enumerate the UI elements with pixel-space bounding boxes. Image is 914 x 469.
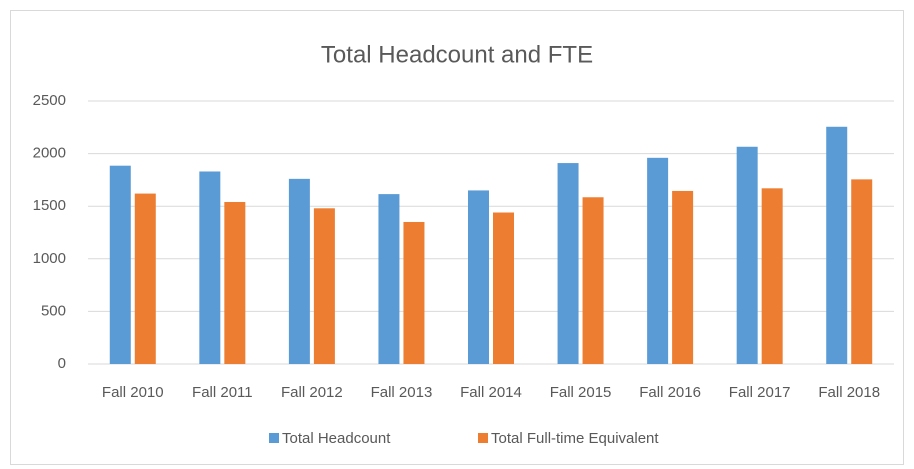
x-tick-label: Fall 2018 — [818, 384, 880, 401]
bar — [736, 146, 758, 364]
bar — [582, 197, 604, 364]
x-tick-label: Fall 2017 — [729, 384, 791, 401]
bar — [761, 188, 783, 364]
legend-label: Total Headcount — [282, 430, 391, 447]
legend-swatch — [269, 433, 279, 443]
legend-label: Total Full-time Equivalent — [491, 430, 659, 447]
legend-swatch — [478, 433, 488, 443]
bar — [288, 178, 310, 364]
x-tick-label: Fall 2015 — [550, 384, 612, 401]
bar — [313, 208, 335, 364]
x-tick-label: Fall 2014 — [460, 384, 522, 401]
bar — [378, 194, 400, 364]
bar — [199, 171, 221, 364]
chart-title: Total Headcount and FTE — [321, 41, 593, 68]
y-tick-label: 2000 — [33, 145, 66, 162]
bar — [493, 212, 514, 364]
y-tick-label: 500 — [41, 302, 66, 319]
y-tick-label: 2500 — [33, 92, 66, 109]
bar — [224, 201, 246, 364]
bar — [403, 221, 425, 364]
x-tick-label: Fall 2016 — [639, 384, 701, 401]
x-tick-label: Fall 2013 — [371, 384, 433, 401]
bar — [851, 179, 873, 364]
bar — [109, 165, 131, 364]
y-tick-label: 0 — [58, 355, 66, 372]
bar — [647, 157, 669, 364]
x-tick-label: Fall 2012 — [281, 384, 343, 401]
x-tick-label: Fall 2010 — [102, 384, 164, 401]
x-tick-label: Fall 2011 — [192, 384, 253, 401]
bar — [134, 193, 156, 364]
bar — [826, 126, 848, 364]
y-tick-label: 1000 — [33, 250, 66, 267]
bar — [468, 190, 489, 364]
y-tick-label: 1500 — [33, 197, 66, 214]
bar — [557, 163, 579, 364]
bar — [672, 190, 694, 364]
